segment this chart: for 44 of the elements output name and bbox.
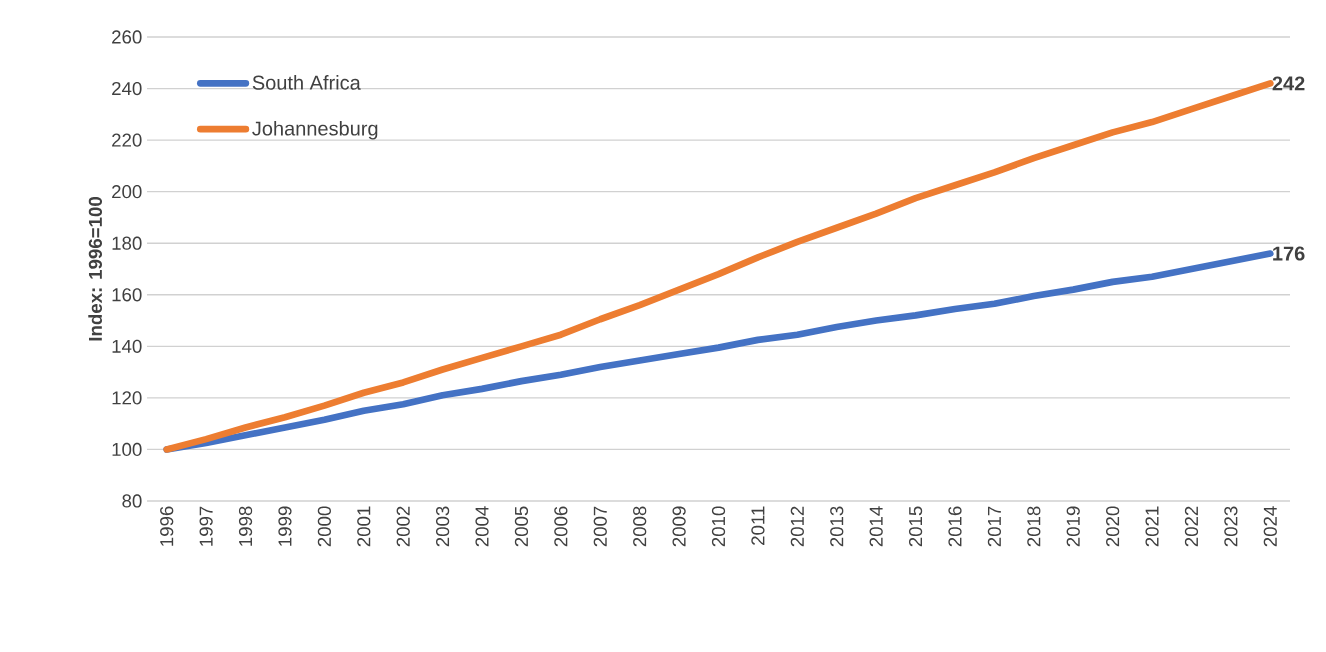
y-tick-label: 220 xyxy=(112,133,142,147)
x-tick-label: 2009 xyxy=(672,506,686,547)
x-tick-label: 2017 xyxy=(987,506,1002,547)
y-axis-title: Index: 1996=100 xyxy=(88,197,103,341)
x-tick-label: 2005 xyxy=(514,506,529,547)
x-tick-label: 1997 xyxy=(199,506,213,546)
x-tick-label: 2016 xyxy=(948,506,962,547)
x-tick-label: 2015 xyxy=(908,506,923,547)
x-tick-label: 1996 xyxy=(160,506,174,546)
legend-label: South Africa xyxy=(252,75,361,90)
y-tick-label: 120 xyxy=(112,391,142,405)
x-tick-label: 2021 xyxy=(1145,506,1159,547)
y-tick-label: 80 xyxy=(122,494,142,508)
x-tick-label: 2024 xyxy=(1263,506,1277,547)
x-tick-label: 2022 xyxy=(1184,506,1199,547)
x-tick-label: 2014 xyxy=(869,506,883,547)
x-tick-label: 2010 xyxy=(711,506,726,547)
x-tick-label: 2018 xyxy=(1027,506,1041,547)
legend-label: Johannesburg xyxy=(252,120,378,140)
x-tick-label: 2023 xyxy=(1224,506,1238,547)
x-tick-label: 2004 xyxy=(475,506,489,547)
y-tick-label: 180 xyxy=(112,236,142,250)
x-tick-label: 2019 xyxy=(1066,506,1080,547)
x-tick-label: 2011 xyxy=(751,506,765,545)
x-tick-label: 2001 xyxy=(357,506,371,547)
x-tick-label: 2000 xyxy=(317,506,331,547)
y-tick-label: 200 xyxy=(112,185,142,199)
y-tick-label: 160 xyxy=(112,288,142,302)
y-tick-label: 260 xyxy=(112,30,142,44)
data-label: 242 xyxy=(1272,76,1305,91)
y-tick-label: 100 xyxy=(112,442,142,457)
data-label: 176 xyxy=(1273,246,1305,261)
x-tick-label: 2020 xyxy=(1106,506,1120,547)
y-tick-label: 240 xyxy=(112,81,142,96)
x-tick-label: 2012 xyxy=(790,506,804,547)
x-tick-label: 1998 xyxy=(238,506,253,546)
x-tick-label: 2007 xyxy=(593,506,607,547)
y-tick-label: 140 xyxy=(112,339,142,353)
x-tick-label: 2003 xyxy=(435,506,450,547)
x-tick-label: 2008 xyxy=(633,506,647,547)
x-tick-label: 2013 xyxy=(830,506,844,547)
x-tick-label: 2006 xyxy=(554,506,568,547)
x-tick-label: 2002 xyxy=(396,506,410,547)
x-tick-label: 1999 xyxy=(278,506,292,546)
